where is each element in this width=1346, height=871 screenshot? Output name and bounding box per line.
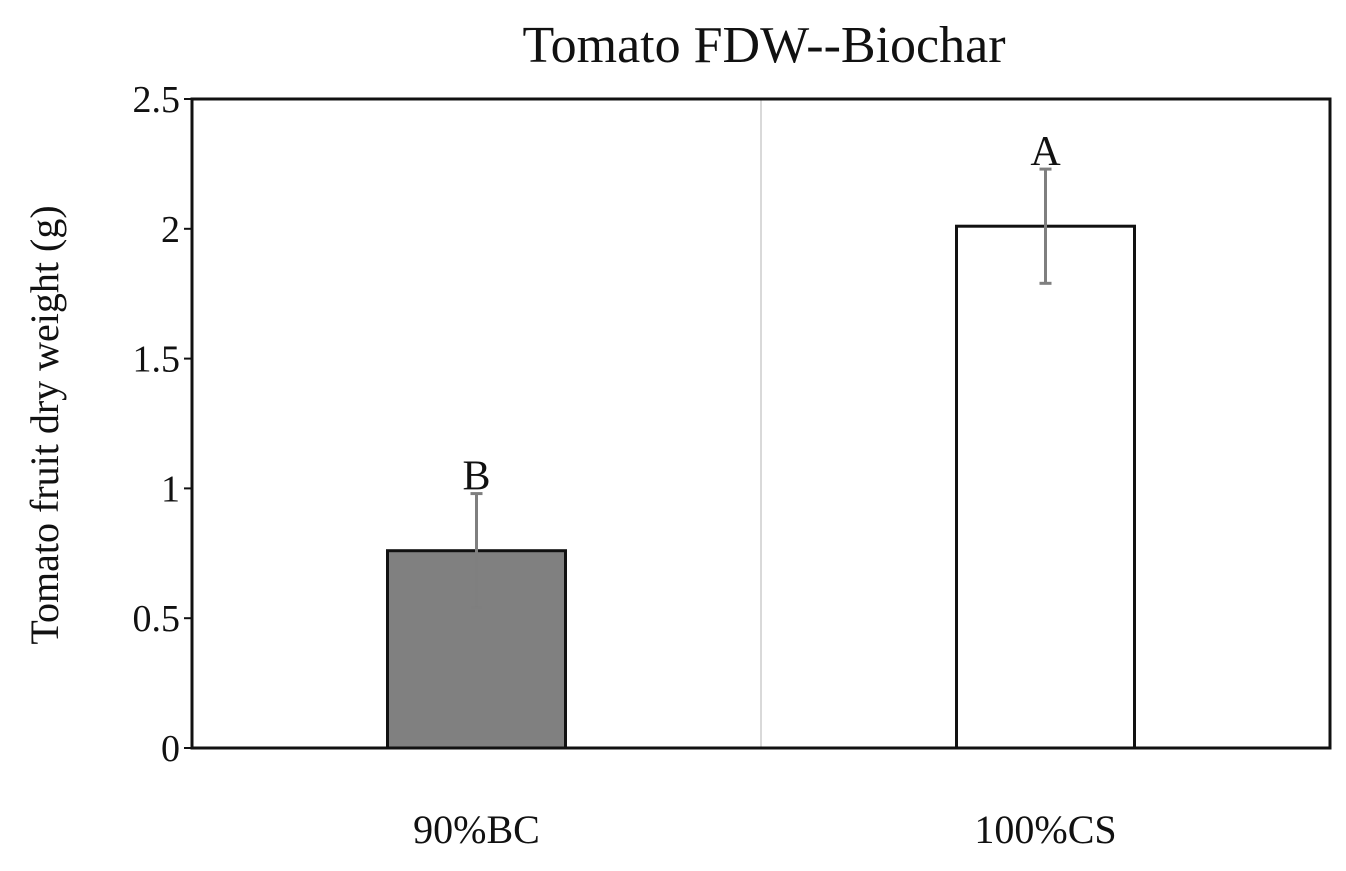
y-tick-label: 2.5 [133,79,181,121]
y-tick-label: 2 [161,209,180,251]
y-tick-label: 0 [161,728,180,770]
x-tick-label: 100%CS [974,807,1116,852]
plot-frame [190,97,1332,750]
significance-letter: B [462,454,490,500]
y-tick-label: 1 [161,468,180,510]
y-tick-label: 1.5 [133,339,181,381]
significance-letter: A [1030,129,1061,175]
bar-100%CS [955,224,1136,750]
chart-title: Tomato FDW--Biochar [522,17,1005,74]
x-tick-label: 90%BC [413,807,540,852]
plot-area: 0 0.5 1 1.5 2 2.5 B 90%BC A 100%CS [133,79,1332,852]
y-tick-label: 0.5 [133,598,181,640]
y-axis-label: Tomato fruit dry weight (g) [22,205,67,644]
